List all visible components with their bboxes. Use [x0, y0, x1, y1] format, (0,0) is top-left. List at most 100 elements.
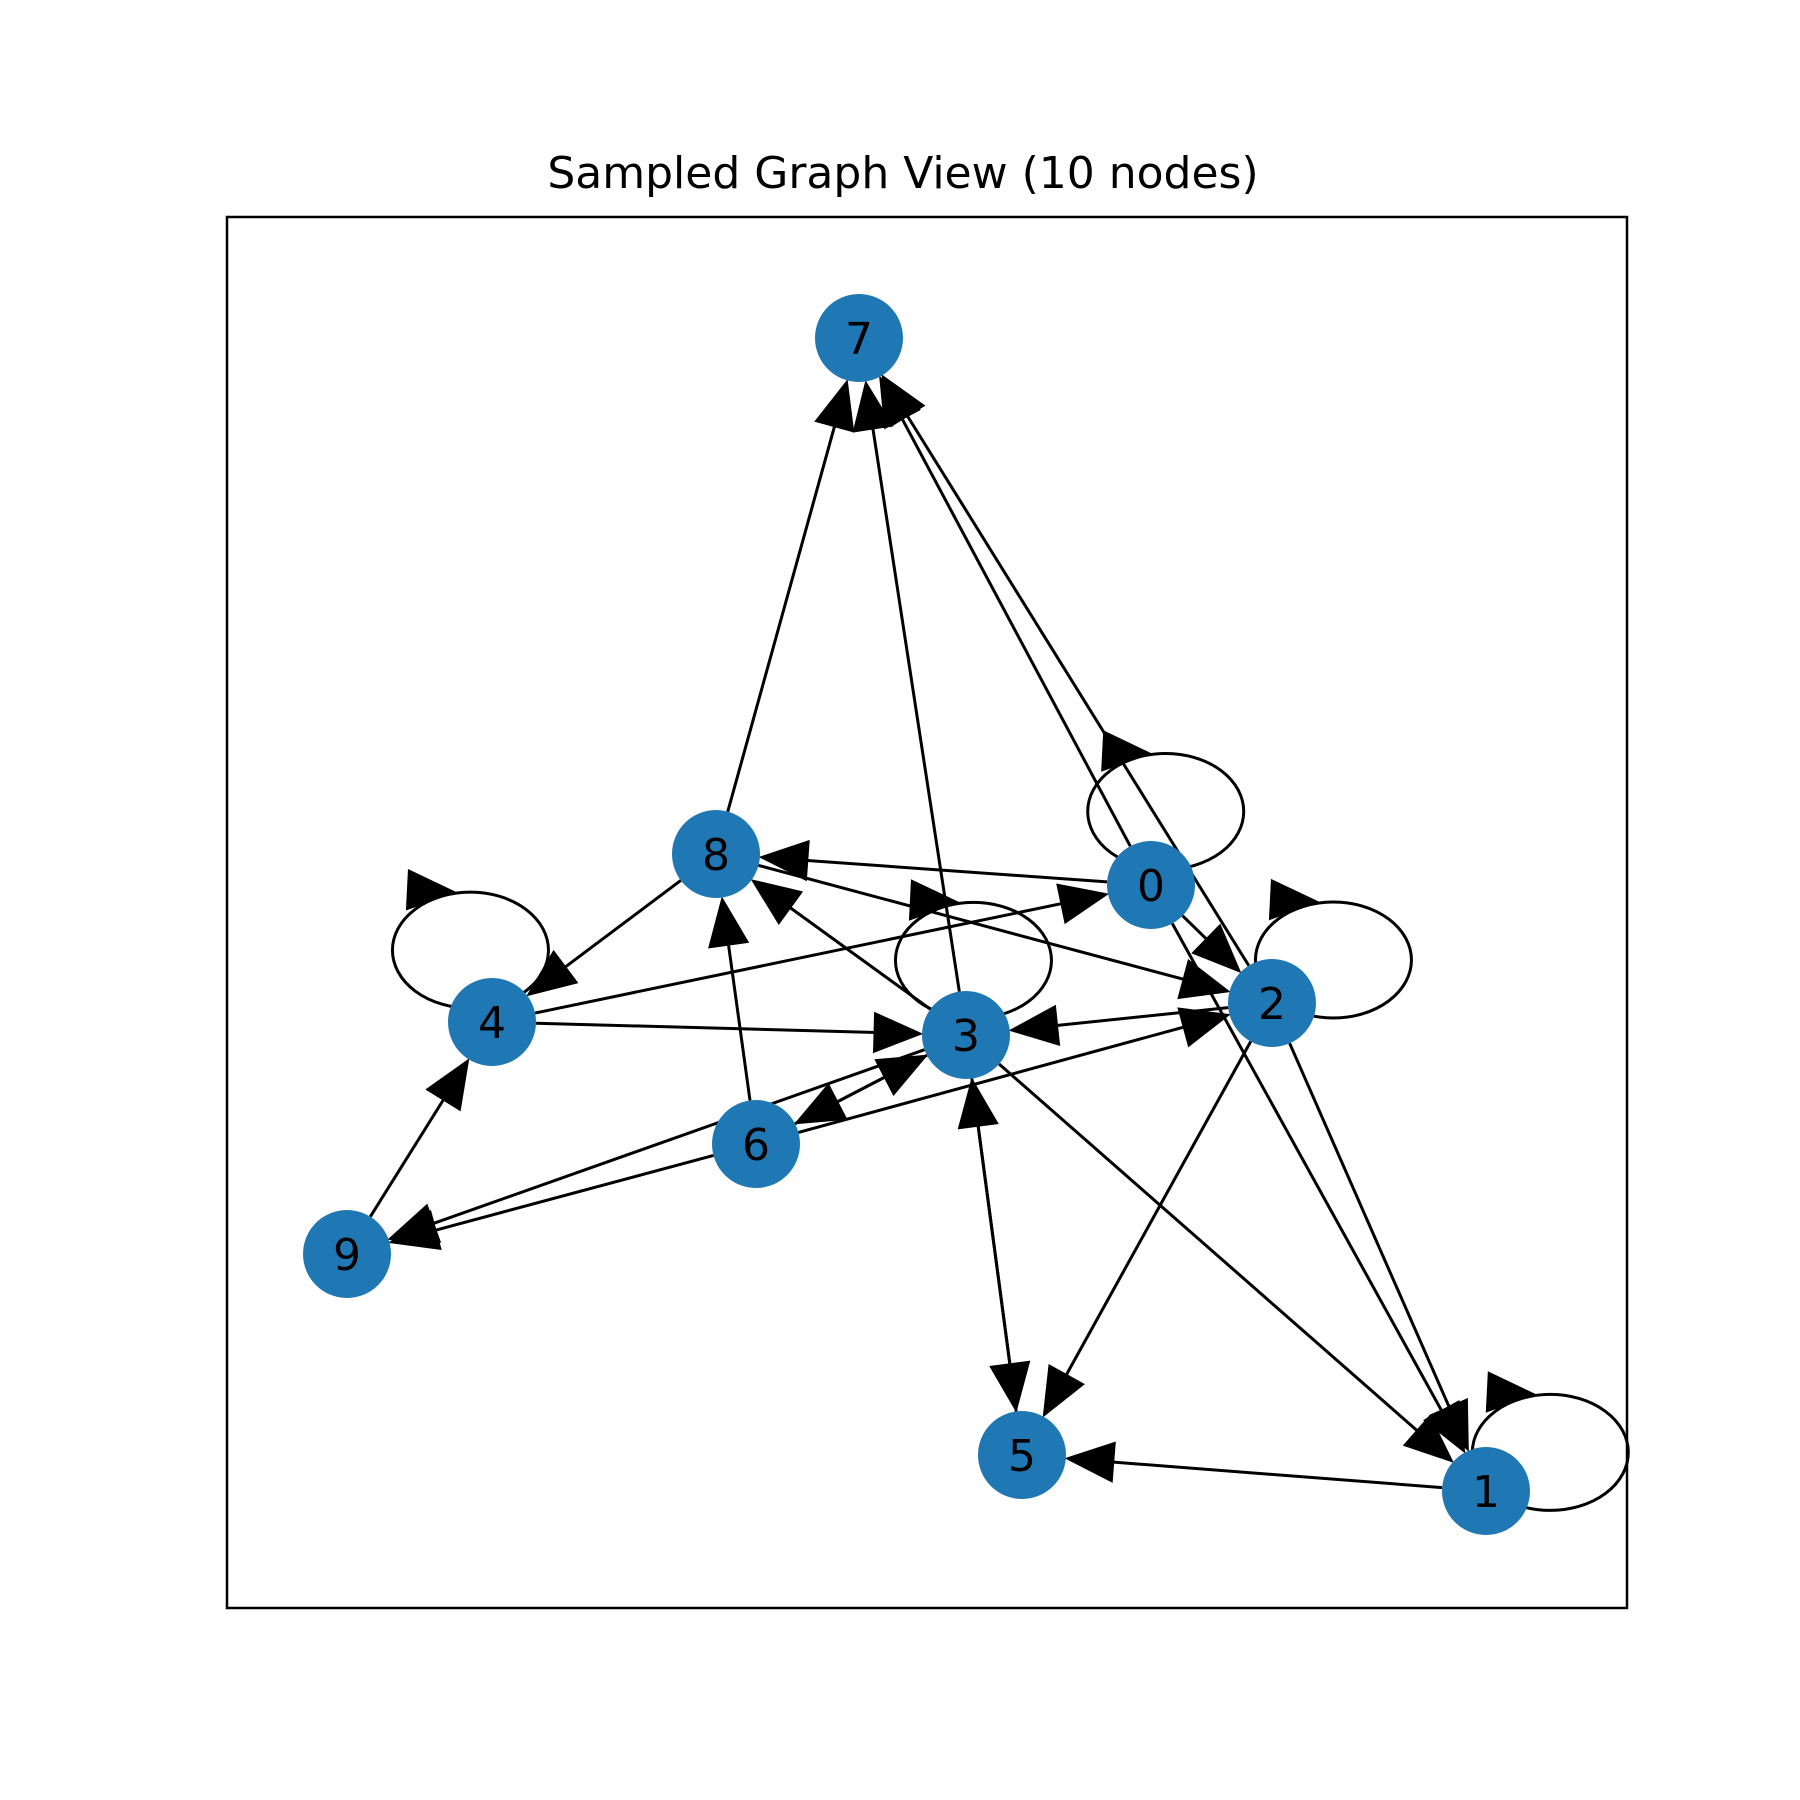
edge-line-3-to-1 — [998, 1062, 1432, 1444]
edge-line-6-to-2 — [798, 1021, 1202, 1134]
edge-line-8-to-4 — [550, 879, 682, 979]
node-circle-1 — [1442, 1447, 1530, 1535]
arrowhead-2-to-2 — [1268, 878, 1320, 921]
edge-4-to-3 — [535, 1011, 924, 1054]
edge-6-to-3 — [794, 1054, 929, 1126]
node-circle-3 — [922, 991, 1010, 1079]
node-5: 5 — [978, 1411, 1066, 1499]
edge-line-0-to-7 — [892, 402, 1132, 847]
node-label-6: 6 — [742, 1120, 770, 1171]
edge-0-to-7 — [879, 375, 1132, 847]
node-circle-9 — [303, 1210, 391, 1298]
edge-6-to-9 — [388, 1153, 714, 1251]
edge-line-4-to-0 — [534, 898, 1079, 1015]
edge-3-to-1 — [998, 1062, 1454, 1463]
arrowhead-3-to-8 — [750, 879, 804, 926]
edge-8-to-2 — [758, 863, 1231, 1000]
edge-2-to-2 — [1253, 878, 1413, 1020]
node-circle-4 — [448, 978, 536, 1066]
arrowhead-4-to-3 — [872, 1011, 924, 1054]
arrowhead-0-to-8 — [758, 839, 810, 882]
edge-4-to-0 — [534, 883, 1110, 1015]
edge-line-9-to-4 — [369, 1083, 455, 1218]
edge-line-2-to-1 — [1288, 1042, 1458, 1424]
arrowhead-6-to-2 — [1177, 1007, 1231, 1048]
edge-line-1-to-5 — [1095, 1459, 1443, 1490]
plot-frame — [225, 215, 1629, 1610]
edge-3-to-7 — [852, 380, 961, 992]
arrowhead-4-to-0 — [1056, 883, 1110, 925]
node-circle-0 — [1107, 841, 1195, 929]
arrowhead-1-to-5 — [1064, 1441, 1116, 1483]
arrowhead-2-to-1 — [1429, 1397, 1469, 1452]
edge-line-3-to-7 — [868, 410, 961, 992]
edge-3-to-8 — [750, 879, 932, 1011]
node-circle-5 — [978, 1411, 1066, 1499]
edge-1-to-5 — [1064, 1441, 1443, 1490]
edge-line-8-to-7 — [726, 408, 841, 812]
node-8: 8 — [672, 810, 760, 898]
node-label-5: 5 — [1008, 1431, 1036, 1482]
node-circle-8 — [672, 810, 760, 898]
graph-title: Sampled Graph View (10 nodes) — [547, 148, 1258, 199]
node-7: 7 — [815, 294, 903, 382]
node-label-8: 8 — [702, 830, 730, 881]
node-label-7: 7 — [845, 314, 873, 365]
arrowhead-6-to-8 — [708, 896, 750, 949]
edge-0-to-2 — [1181, 914, 1242, 974]
edge-line-6-to-8 — [724, 927, 752, 1101]
node-label-3: 3 — [952, 1011, 980, 1062]
node-circle-6 — [712, 1100, 800, 1188]
edge-line-3-to-9 — [416, 1048, 926, 1231]
node-circle-7 — [815, 294, 903, 382]
arrowhead-2-to-3 — [1008, 1004, 1061, 1047]
node-circle-2 — [1228, 959, 1316, 1047]
edge-3-to-9 — [387, 1048, 926, 1243]
node-label-2: 2 — [1258, 979, 1286, 1030]
arrowhead-0-to-0 — [1101, 730, 1153, 772]
node-0: 0 — [1107, 841, 1195, 929]
edge-2-to-5 — [1042, 1040, 1253, 1418]
edge-8-to-4 — [526, 879, 682, 997]
arrowhead-2-to-5 — [1042, 1364, 1085, 1418]
arrowhead-4-to-4 — [405, 868, 457, 911]
edge-6-to-8 — [708, 896, 752, 1101]
node-2: 2 — [1228, 959, 1316, 1047]
edge-line-3-to-8 — [775, 896, 932, 1011]
edge-line-4-to-3 — [535, 1021, 893, 1035]
node-label-9: 9 — [333, 1230, 361, 1281]
arrowhead-8-to-2 — [1177, 959, 1231, 1000]
node-9: 9 — [303, 1210, 391, 1298]
nodes-layer: 0 1 2 3 4 5 6 7 8 9 — [303, 294, 1530, 1535]
arrowhead-3-to-1 — [1402, 1414, 1454, 1463]
edge-2-to-1 — [1288, 1042, 1469, 1452]
arrowhead-6-to-3 — [874, 1054, 929, 1097]
edge-0-to-8 — [758, 839, 1108, 884]
node-4: 4 — [448, 978, 536, 1066]
node-1: 1 — [1442, 1447, 1530, 1535]
node-label-0: 0 — [1137, 861, 1165, 912]
arrowhead-3-to-7 — [852, 380, 894, 433]
edge-line-6-to-9 — [418, 1153, 714, 1237]
edge-6-to-2 — [798, 1007, 1231, 1134]
edges-layer — [369, 374, 1630, 1512]
arrowhead-3-to-3 — [908, 879, 960, 921]
arrowhead-8-to-7 — [814, 379, 855, 433]
arrowhead-2-to-7 — [881, 374, 926, 428]
edge-line-2-to-5 — [1056, 1040, 1253, 1391]
arrowhead-6-to-9 — [388, 1209, 442, 1251]
edge-line-6-to-3 — [794, 1067, 902, 1126]
edge-3-to-5 — [970, 1078, 1031, 1413]
arrowhead-3-to-6 — [793, 1082, 848, 1125]
edge-9-to-4 — [369, 1058, 470, 1218]
node-6: 6 — [712, 1100, 800, 1188]
arrowhead-8-to-4 — [526, 949, 579, 997]
node-label-1: 1 — [1472, 1467, 1500, 1518]
edge-8-to-7 — [726, 379, 855, 812]
arrowhead-9-to-4 — [425, 1058, 470, 1112]
arrowhead-0-to-2 — [1191, 923, 1242, 974]
edge-0-to-1 — [1170, 922, 1466, 1454]
edge-line-5-to-3 — [974, 1108, 1018, 1412]
edge-line-0-to-8 — [789, 857, 1108, 884]
